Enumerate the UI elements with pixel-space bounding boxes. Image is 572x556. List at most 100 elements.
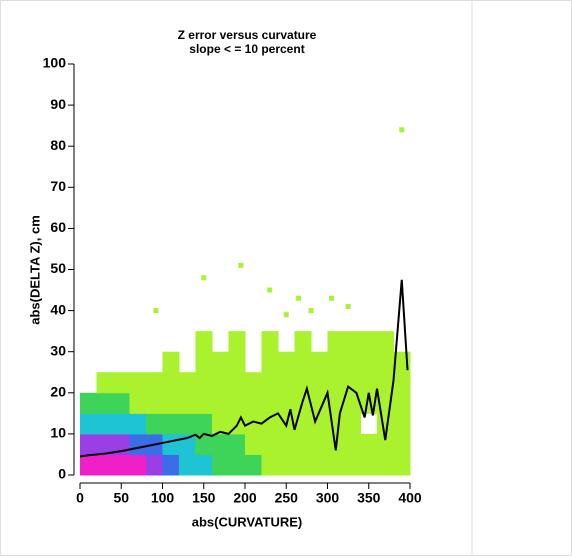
heat-cell bbox=[327, 392, 345, 414]
heat-cell bbox=[195, 351, 213, 373]
outlier-cell bbox=[283, 312, 289, 318]
heat-cell bbox=[80, 454, 97, 476]
y-tick-label: 90 bbox=[50, 96, 66, 112]
heat-cell bbox=[344, 331, 361, 353]
heat-cell bbox=[278, 372, 295, 394]
x-tick-label: 350 bbox=[357, 490, 381, 506]
heat-cell bbox=[377, 372, 394, 394]
heat-cell bbox=[278, 454, 295, 476]
y-tick-label: 0 bbox=[58, 466, 66, 482]
heat-cell bbox=[261, 454, 279, 476]
heat-cell bbox=[162, 351, 180, 373]
outlier-cell bbox=[345, 303, 351, 309]
heat-cell bbox=[344, 351, 361, 373]
heat-cell bbox=[344, 392, 361, 414]
heat-cell bbox=[113, 392, 130, 414]
heat-cell bbox=[294, 372, 312, 394]
heat-cell bbox=[278, 351, 295, 373]
y-tick-label: 100 bbox=[43, 55, 67, 71]
heat-cell bbox=[80, 392, 97, 414]
heat-cell bbox=[113, 454, 130, 476]
heat-cell bbox=[129, 392, 147, 414]
chart-subtitle: slope < = 10 percent bbox=[189, 42, 304, 56]
heat-cell bbox=[212, 413, 229, 435]
heat-cell bbox=[162, 392, 180, 414]
heat-cell bbox=[129, 454, 147, 476]
heat-cell bbox=[96, 413, 114, 435]
heat-cell bbox=[393, 392, 411, 414]
heat-cell bbox=[327, 331, 345, 353]
heat-cell bbox=[377, 331, 394, 353]
heat-cell bbox=[344, 454, 361, 476]
heat-cell bbox=[113, 413, 130, 435]
x-tick-label: 150 bbox=[192, 490, 216, 506]
heat-cell bbox=[311, 392, 328, 414]
outlier-cell bbox=[308, 308, 314, 314]
heat-cell bbox=[327, 351, 345, 373]
heat-cell bbox=[377, 454, 394, 476]
heat-cell bbox=[195, 392, 213, 414]
heat-cell bbox=[228, 392, 246, 414]
heat-cell bbox=[212, 392, 229, 414]
y-tick-label: 40 bbox=[50, 301, 66, 317]
heat-cell bbox=[311, 454, 328, 476]
heat-cell bbox=[96, 433, 114, 455]
heat-cell bbox=[393, 433, 411, 455]
heat-cell bbox=[212, 433, 229, 455]
mean-line bbox=[79, 279, 409, 458]
heat-cell bbox=[146, 372, 163, 394]
y-tick-label: 30 bbox=[50, 342, 66, 358]
y-tick-label: 20 bbox=[50, 384, 66, 400]
heat-cell bbox=[360, 433, 378, 455]
heat-cell bbox=[377, 433, 394, 455]
y-tick-label: 70 bbox=[50, 178, 66, 194]
heat-cell bbox=[261, 331, 279, 353]
y-tick-label: 10 bbox=[50, 425, 66, 441]
heat-cell bbox=[179, 372, 196, 394]
x-tick-label: 100 bbox=[151, 490, 175, 506]
heat-cell bbox=[245, 413, 262, 435]
heat-cell bbox=[245, 454, 262, 476]
heat-cell bbox=[294, 351, 312, 373]
heat-cell bbox=[228, 331, 246, 353]
heat-cell bbox=[228, 351, 246, 373]
heat-cell bbox=[228, 433, 246, 455]
heat-cell bbox=[80, 413, 97, 435]
heat-cell bbox=[96, 454, 114, 476]
heat-cell bbox=[327, 372, 345, 394]
x-tick-label: 50 bbox=[113, 490, 129, 506]
heat-cell bbox=[162, 413, 180, 435]
y-axis-label: abs(DELTA Z), cm bbox=[27, 215, 42, 325]
heat-cell bbox=[146, 392, 163, 414]
heat-cell bbox=[179, 413, 196, 435]
heat-cell bbox=[360, 454, 378, 476]
heat-cell bbox=[294, 433, 312, 455]
heat-cell bbox=[245, 392, 262, 414]
heat-cell bbox=[393, 454, 411, 476]
heat-cell bbox=[311, 433, 328, 455]
heat-cell bbox=[278, 392, 295, 414]
outlier-cell bbox=[201, 275, 207, 281]
heat-cell bbox=[360, 351, 378, 373]
chart-title: Z error versus curvature bbox=[178, 28, 317, 42]
heat-cell bbox=[278, 433, 295, 455]
heat-cell bbox=[261, 433, 279, 455]
heat-cell bbox=[96, 372, 114, 394]
heat-cell bbox=[294, 331, 312, 353]
heat-cell bbox=[261, 372, 279, 394]
x-tick-label: 200 bbox=[233, 490, 257, 506]
heat-cell bbox=[195, 331, 213, 353]
heat-cell bbox=[146, 454, 163, 476]
outlier-cell bbox=[329, 295, 335, 301]
outlier-cell bbox=[238, 262, 244, 268]
heat-cell bbox=[261, 351, 279, 373]
heat-cell bbox=[360, 331, 378, 353]
heat-cell bbox=[311, 351, 328, 373]
x-axis-label: abs(CURVATURE) bbox=[192, 514, 303, 529]
heat-cell bbox=[129, 372, 147, 394]
x-tick-label: 300 bbox=[316, 490, 340, 506]
heat-cell bbox=[261, 392, 279, 414]
heat-cell bbox=[195, 454, 213, 476]
outlier-cell bbox=[399, 127, 405, 133]
